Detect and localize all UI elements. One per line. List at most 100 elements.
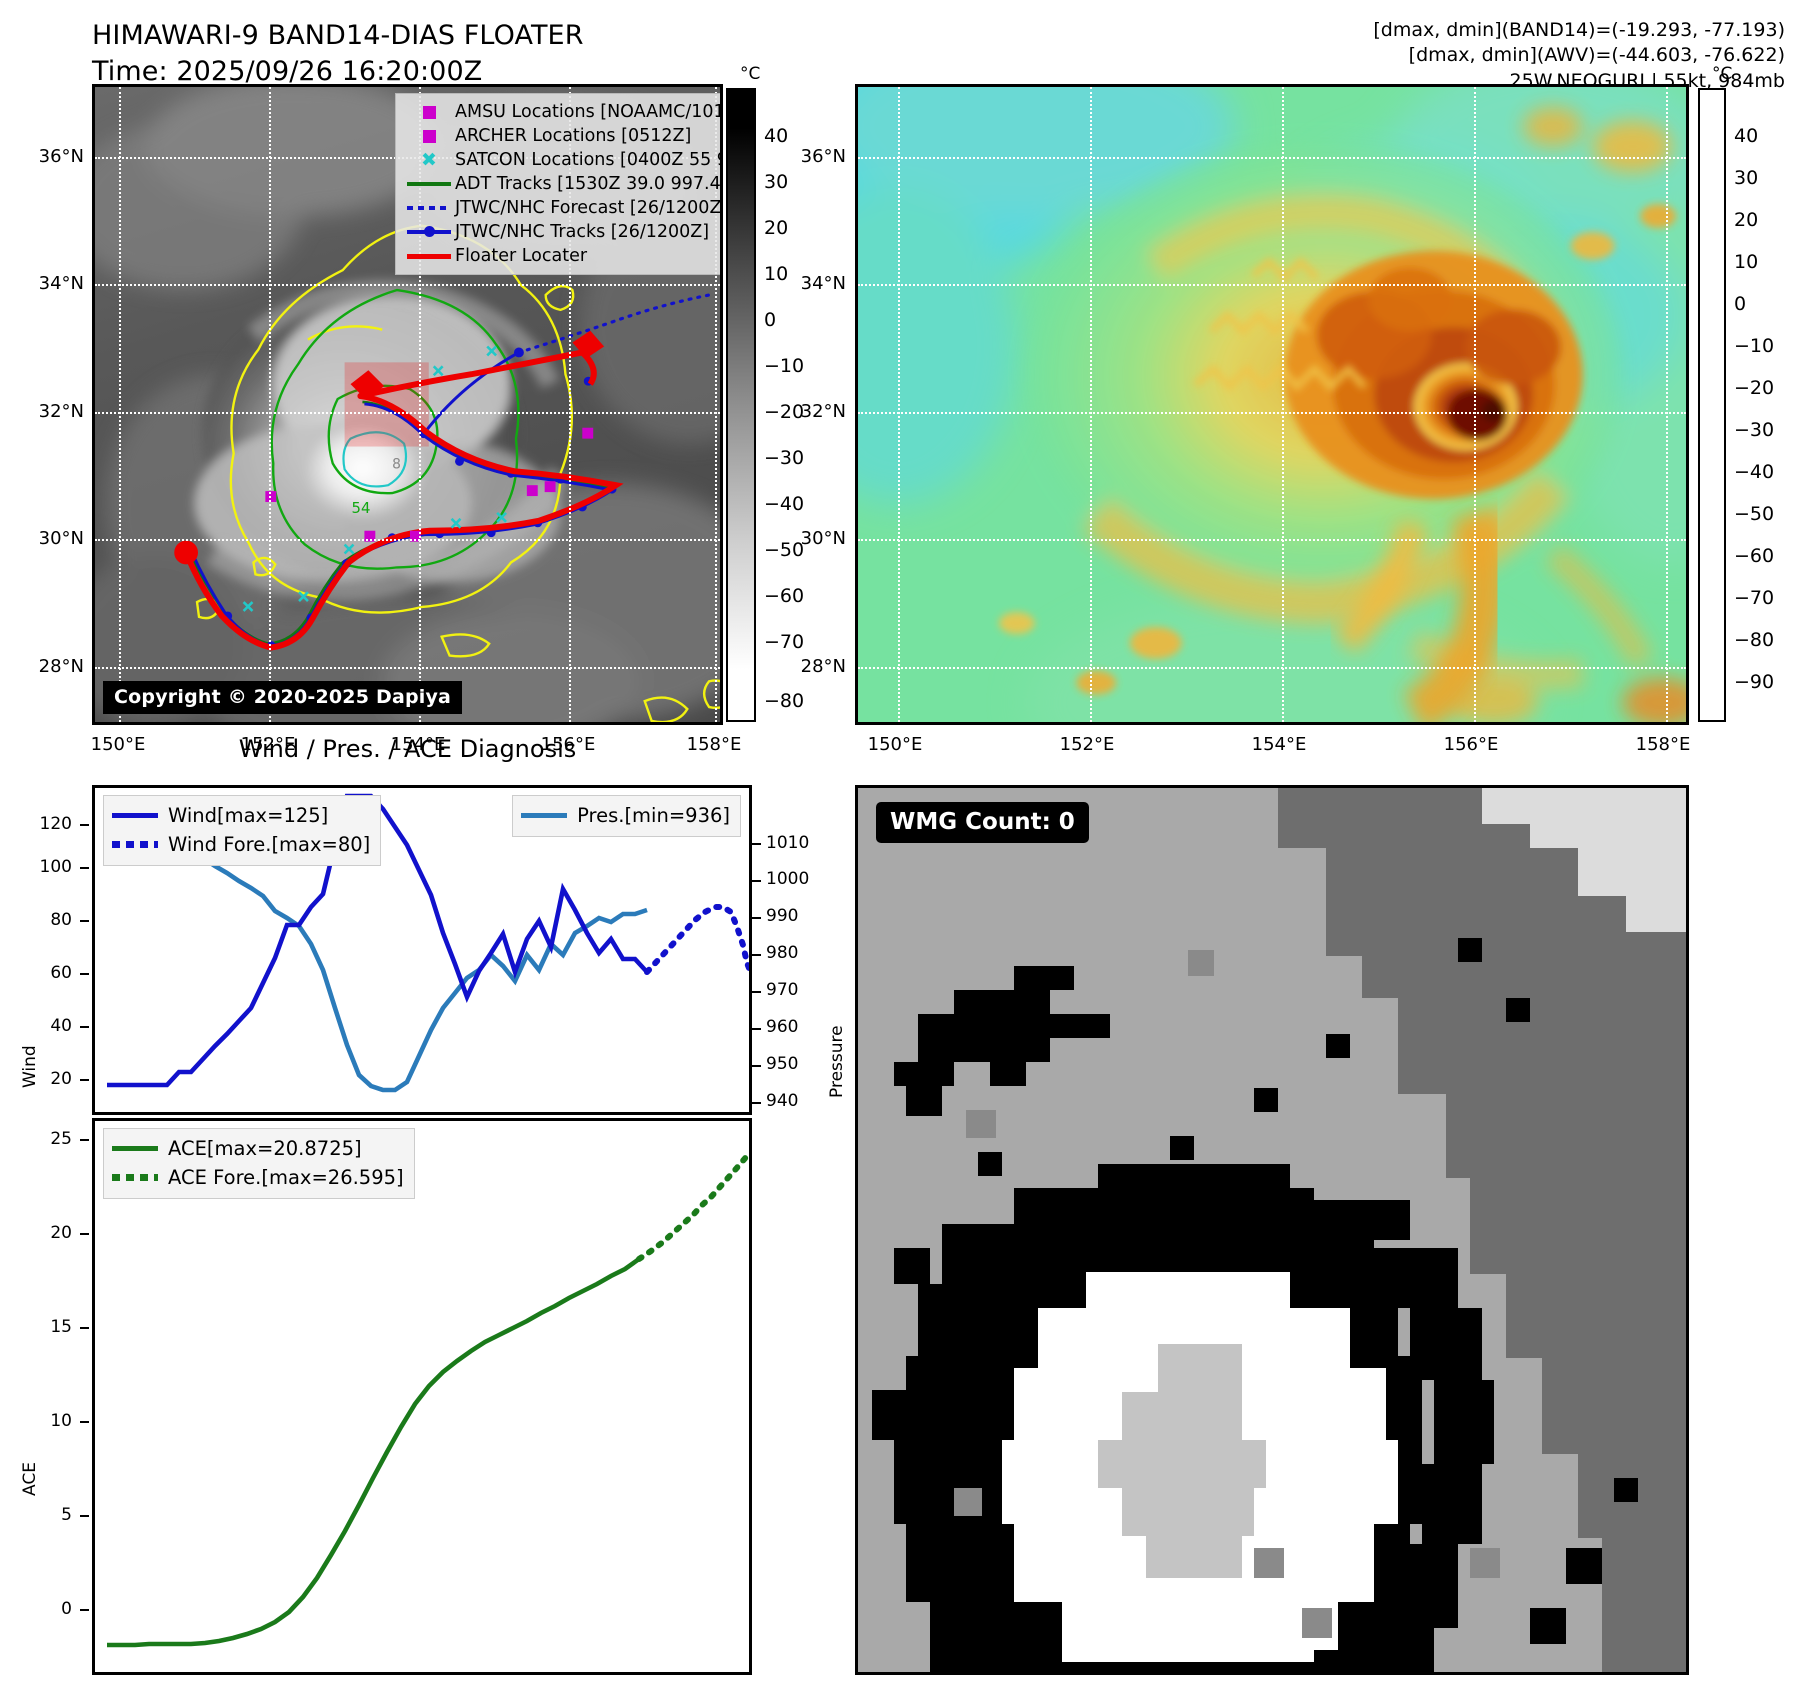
wind-tickmark xyxy=(80,973,89,975)
ir-lat-label: 32°N xyxy=(38,401,84,422)
gridline-lon-154 xyxy=(419,87,421,722)
gridline-lat-34 xyxy=(858,284,1686,286)
ir-cbar-tick: 30 xyxy=(764,171,789,193)
pressure-tickmark xyxy=(752,1065,761,1067)
wmg-imagery xyxy=(858,788,1686,1672)
legend-item: Pres.[min=936] xyxy=(521,801,730,830)
ace-tickmark xyxy=(80,1233,89,1235)
awv-cbar-tick: −30 xyxy=(1734,419,1775,441)
ir-satellite-map[interactable]: 54 8 xyxy=(92,84,723,725)
ir-cbar-tick: 40 xyxy=(764,125,789,147)
awv-cbar-tick: −20 xyxy=(1734,377,1775,399)
legend-label: Floater Locater xyxy=(455,246,588,266)
awv-cbar-tick: −80 xyxy=(1734,629,1775,651)
wmg-count-badge: WMG Count: 0 xyxy=(876,802,1089,843)
gridline-lon-152 xyxy=(1090,87,1092,722)
ir-cbar-tick: −40 xyxy=(764,493,805,515)
pressure-ytick: 990 xyxy=(766,906,799,926)
wind-tickmark xyxy=(80,867,89,869)
pressure-tickmark xyxy=(752,843,761,845)
wind-ytick: 60 xyxy=(50,963,72,983)
ir-lon-label: 152°E xyxy=(240,734,296,755)
copyright-badge: Copyright © 2020-2025 Dapiya xyxy=(103,681,463,714)
pressure-axis-label: Pressure xyxy=(827,1025,847,1098)
ace-forecast-line xyxy=(636,1153,749,1262)
ace-plot xyxy=(107,1153,749,1648)
blue-solid-line-icon xyxy=(112,813,168,818)
wmg-microwave-map[interactable]: WMG Count: 0 xyxy=(855,785,1689,1675)
legend-item: JTWC/NHC Forecast [26/1200Z] xyxy=(403,196,720,220)
pressure-ytick: 1000 xyxy=(766,869,810,889)
awv-lon-label: 154°E xyxy=(1251,734,1307,755)
legend-item: Wind[max=125] xyxy=(112,801,370,830)
awv-lat-label: 36°N xyxy=(800,146,846,167)
gridline-lat-28 xyxy=(95,667,720,669)
awv-cbar-tick: 20 xyxy=(1734,209,1759,231)
ir-cbar-tick: 20 xyxy=(764,217,789,239)
awv-lon-label: 150°E xyxy=(867,734,923,755)
ace-ytick: 10 xyxy=(50,1411,72,1431)
blue-dotted-line-icon xyxy=(112,841,168,848)
awv-lat-label: 28°N xyxy=(800,656,846,677)
green-line-icon xyxy=(403,182,455,186)
wind-pressure-chart[interactable]: Wind[max=125] Wind Fore.[max=80] Pres.[m… xyxy=(92,785,752,1115)
awv-colorbar xyxy=(1698,88,1726,722)
ir-cbar-tick: −80 xyxy=(764,690,805,712)
ace-tickmark xyxy=(80,1515,89,1517)
awv-cbar-tick: 10 xyxy=(1734,251,1759,273)
awv-lat-label: 30°N xyxy=(800,528,846,549)
pressure-ytick: 940 xyxy=(766,1091,799,1111)
awv-cbar-tick: 30 xyxy=(1734,167,1759,189)
gridline-lat-30 xyxy=(95,539,720,541)
ace-tickmark xyxy=(80,1139,89,1141)
ace-tickmark xyxy=(80,1609,89,1611)
page-title: HIMAWARI-9 BAND14-DIAS FLOATER Time: 202… xyxy=(92,18,584,89)
pressure-ytick: 960 xyxy=(766,1017,799,1037)
wind-tickmark xyxy=(80,1079,89,1081)
wind-ytick: 40 xyxy=(50,1016,72,1036)
legend-item: ACE Fore.[max=26.595] xyxy=(112,1163,404,1192)
pressure-ytick: 950 xyxy=(766,1054,799,1074)
wind-chart-legend: Wind[max=125] Wind Fore.[max=80] xyxy=(103,795,382,866)
pressure-ytick: 970 xyxy=(766,980,799,1000)
ace-chart[interactable]: ACE[max=20.8725] ACE Fore.[max=26.595] xyxy=(92,1118,752,1675)
gridline-lon-158 xyxy=(715,87,717,722)
wind-tickmark xyxy=(80,1026,89,1028)
gridline-lon-156 xyxy=(1474,87,1476,722)
ir-lat-label: 30°N xyxy=(38,528,84,549)
awv-cbar-tick: −10 xyxy=(1734,335,1775,357)
wind-ytick: 100 xyxy=(39,857,72,877)
dmax-dmin-band14: [dmax, dmin](BAND14)=(-19.293, -77.193) xyxy=(1373,19,1785,41)
dmax-dmin-awv: [dmax, dmin](AWV)=(-44.603, -76.622) xyxy=(1408,44,1785,67)
cyan-cross-icon: ✖ xyxy=(421,148,437,171)
wind-tickmark xyxy=(80,824,89,826)
pressure-ytick: 1010 xyxy=(766,833,810,853)
awv-satellite-map[interactable] xyxy=(855,84,1689,725)
ace-line xyxy=(107,1257,641,1648)
awv-imagery xyxy=(858,87,1686,722)
awv-lat-label: 34°N xyxy=(800,273,846,294)
awv-cbar-tick: 0 xyxy=(1734,293,1747,315)
green-solid-line-icon xyxy=(112,1146,168,1151)
header-info: [dmax, dmin](BAND14)=(-19.293, -77.193) … xyxy=(1373,18,1785,94)
ir-cbar-tick: −10 xyxy=(764,355,805,377)
legend-item: JTWC/NHC Tracks [26/1200Z] xyxy=(403,220,720,244)
ace-chart-legend: ACE[max=20.8725] ACE Fore.[max=26.595] xyxy=(103,1128,415,1199)
ace-ytick: 15 xyxy=(50,1317,72,1337)
gridline-lat-32 xyxy=(95,412,720,414)
ir-map-legend: AMSU Locations [NOAAMC/1017Z 55 985] ARC… xyxy=(395,93,723,275)
legend-item: ADT Tracks [1530Z 39.0 997.4] xyxy=(403,172,723,196)
ir-lat-label: 34°N xyxy=(38,273,84,294)
legend-label: Wind Fore.[max=80] xyxy=(168,833,371,856)
ace-tickmark xyxy=(80,1327,89,1329)
pressure-tickmark xyxy=(752,917,761,919)
ir-cbar-tick: −60 xyxy=(764,585,805,607)
svg-text:8: 8 xyxy=(392,456,401,472)
gridline-lon-158 xyxy=(1666,87,1668,722)
legend-label: ADT Tracks [1530Z 39.0 997.4] xyxy=(455,174,723,194)
legend-item: AMSU Locations [NOAAMC/1017Z 55 985] xyxy=(403,100,720,124)
legend-label: ACE[max=20.8725] xyxy=(168,1137,362,1160)
wind-axis-label: Wind xyxy=(20,1045,40,1088)
legend-item: ✖ SATCON Locations [0400Z 55 983] xyxy=(403,148,720,172)
gridline-lon-154 xyxy=(1282,87,1284,722)
